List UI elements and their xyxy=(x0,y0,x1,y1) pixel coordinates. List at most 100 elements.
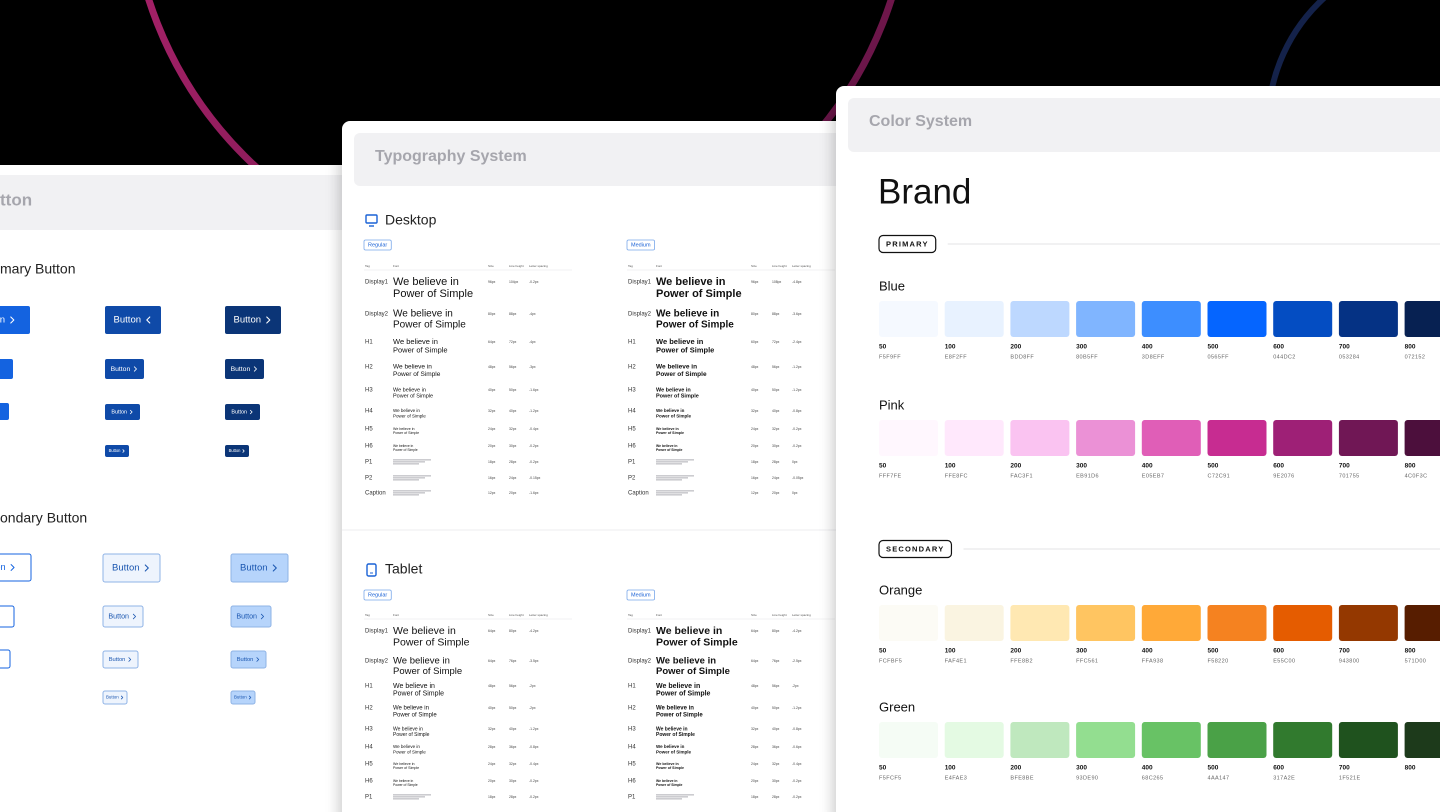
type-value: 64px xyxy=(488,340,496,344)
type-sample-lines xyxy=(393,461,425,463)
swatch-step: 500 xyxy=(1208,463,1219,470)
type-sample: Power of Simple xyxy=(393,783,418,787)
panel-title: tton xyxy=(0,190,32,209)
swatch-step: 400 xyxy=(1142,765,1153,772)
column-header: Font xyxy=(393,264,399,268)
button: on xyxy=(0,306,30,334)
button-label: Button xyxy=(231,366,251,373)
color-swatch xyxy=(1273,605,1333,641)
color-swatch xyxy=(944,420,1004,456)
button-label: Button xyxy=(231,409,247,415)
type-tag: Display2 xyxy=(628,659,652,665)
type-value: -4px xyxy=(529,340,536,344)
type-value: 30px xyxy=(772,444,780,448)
swatch-hex: FAF4E1 xyxy=(945,658,967,664)
swatch-hex: 317A2E xyxy=(1273,775,1295,781)
type-sample: We believe in xyxy=(393,683,435,690)
chevron-icon xyxy=(129,409,133,415)
type-value: -0.2px xyxy=(529,795,539,799)
type-value: 80px xyxy=(751,312,759,316)
swatch-step: 400 xyxy=(1142,463,1153,470)
swatch-step: 300 xyxy=(1076,344,1087,351)
type-sample: We believe in xyxy=(656,444,677,448)
type-value: -2px xyxy=(792,684,799,688)
button xyxy=(0,605,15,628)
type-sample: Power of Simple xyxy=(393,345,448,354)
weight-tag: Regular xyxy=(368,592,387,598)
type-value: 28px xyxy=(772,460,780,464)
button: Button xyxy=(230,605,272,628)
type-sample-lines xyxy=(393,463,419,465)
color-swatch xyxy=(1076,722,1136,758)
type-sample: We believe in xyxy=(656,762,679,766)
button-label: Button xyxy=(111,409,127,415)
button-bg xyxy=(105,306,161,334)
type-value: -0.2px xyxy=(529,779,539,783)
weight-tag-border xyxy=(626,239,655,251)
palette-name: Green xyxy=(879,699,915,714)
swatch-hex: FFC561 xyxy=(1076,658,1098,664)
swatch-step: 200 xyxy=(1010,765,1021,772)
column-header: Line height xyxy=(509,264,524,268)
button-label: Button xyxy=(234,315,262,326)
button-label: Button xyxy=(109,448,121,453)
panel-title: Typography System xyxy=(375,148,527,165)
swatch-step: 500 xyxy=(1208,765,1219,772)
swatch-step: 100 xyxy=(945,765,956,772)
swatch-step: 300 xyxy=(1076,463,1087,470)
type-value: 32px xyxy=(772,762,780,766)
type-value: 32px xyxy=(772,427,780,431)
type-value: 20px xyxy=(751,444,759,448)
color-swatch xyxy=(1010,722,1070,758)
type-tag: H3 xyxy=(365,388,373,394)
color-swatch xyxy=(1141,301,1201,337)
swatch-hex: FFE8B2 xyxy=(1010,658,1033,664)
type-sample: We believe in xyxy=(656,656,716,667)
palette-name: Orange xyxy=(879,582,922,597)
chevron-icon xyxy=(256,657,260,662)
swatch-hex: FFE8FC xyxy=(945,473,968,479)
color-swatch xyxy=(1404,420,1440,456)
type-sample: We believe in xyxy=(393,276,459,288)
type-value: 48px xyxy=(488,684,496,688)
button: Button xyxy=(230,690,256,705)
type-table: Medium Tag Font Size Line height Letter spaci… xyxy=(626,239,835,497)
button: Button xyxy=(230,650,267,669)
type-sample: We believe in xyxy=(656,364,697,371)
type-sample: Power of Simple xyxy=(656,749,692,754)
panel-header xyxy=(0,175,350,230)
type-tag: P2 xyxy=(628,476,636,482)
type-sample: Power of Simple xyxy=(656,371,707,378)
type-sample: Power of Simple xyxy=(393,448,418,452)
chevron-icon xyxy=(133,366,137,372)
type-value: 56px xyxy=(772,365,780,369)
chevron-icon xyxy=(260,613,264,620)
swatch-hex: 053284 xyxy=(1339,354,1360,360)
type-sample-lines xyxy=(656,475,694,477)
color-swatch xyxy=(1010,420,1070,456)
type-sample-lines xyxy=(656,798,682,800)
swatch-hex: E05EB7 xyxy=(1142,473,1165,479)
weight-tag-border xyxy=(626,589,655,601)
type-tag: H2 xyxy=(628,365,636,371)
type-sample: Power of Simple xyxy=(393,766,419,770)
column-header: Letter spacing xyxy=(529,264,548,268)
swatch-step: 50 xyxy=(879,765,887,772)
color-swatch xyxy=(1141,420,1201,456)
type-sample: We believe in xyxy=(656,625,722,637)
type-sample: Power of Simple xyxy=(393,712,437,718)
type-sample: We believe in xyxy=(393,744,420,749)
type-sample: We believe in xyxy=(656,427,679,431)
button-bg xyxy=(225,404,260,420)
swatch-step: 800 xyxy=(1405,344,1416,351)
button-bg xyxy=(0,553,32,582)
type-value: 50px xyxy=(509,388,517,392)
type-sample: We believe in xyxy=(393,309,453,320)
type-value: 80px xyxy=(772,629,780,633)
swatch-hex: 0565FF xyxy=(1208,354,1230,360)
type-tag: Display1 xyxy=(365,629,389,635)
type-tag: P1 xyxy=(365,795,373,801)
section-title: Tablet xyxy=(385,561,422,577)
type-value: -0.2px xyxy=(792,795,802,799)
